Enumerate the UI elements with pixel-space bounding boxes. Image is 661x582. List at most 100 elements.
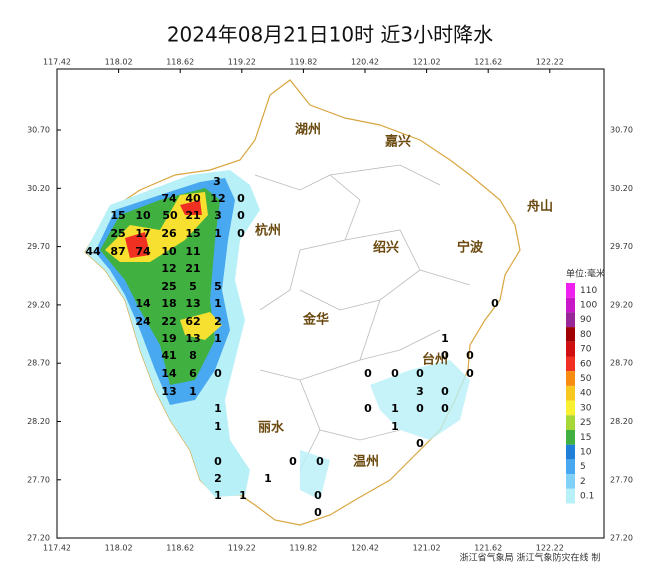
station-value: 2 [214, 315, 222, 328]
legend-label: 90 [580, 315, 592, 325]
station-value: 1 [391, 420, 399, 433]
station-value: 13 [185, 332, 200, 345]
lon-label: 120.42 [351, 544, 379, 553]
legend-label: 40 [580, 389, 592, 399]
station-value: 0 [214, 367, 222, 380]
station-value: 10 [135, 209, 151, 222]
station-value: 0 [491, 297, 499, 310]
legend-label: 70 [580, 345, 592, 355]
station-value: 41 [161, 349, 176, 362]
station-value: 44 [85, 245, 101, 258]
lat-label: 30.20 [27, 184, 50, 193]
station-value: 0 [314, 489, 322, 502]
station-value: 5 [214, 280, 222, 293]
legend-label: 80 [580, 330, 592, 340]
station-value: 21 [185, 209, 200, 222]
station-value: 1 [239, 489, 247, 502]
station-value: 0 [237, 209, 245, 222]
station-value: 0 [214, 455, 222, 468]
lat-label: 30.70 [610, 126, 633, 135]
station-value: 24 [135, 315, 151, 328]
lat-label: 27.20 [610, 534, 633, 543]
station-value: 1 [214, 227, 222, 240]
lat-label: 27.70 [610, 475, 633, 484]
legend-swatch [566, 371, 575, 386]
legend-swatch [566, 356, 575, 372]
lat-label: 28.70 [610, 359, 633, 368]
lon-label: 121.02 [413, 58, 441, 67]
station-value: 19 [161, 332, 176, 345]
station-value: 0 [466, 349, 474, 362]
station-value: 15 [185, 227, 200, 240]
lat-label: 28.20 [610, 417, 633, 426]
legend-label: 110 [580, 286, 597, 296]
station-value: 6 [189, 367, 197, 380]
station-value: 1 [441, 332, 449, 345]
station-value: 0 [441, 385, 449, 398]
station-value: 8 [189, 349, 197, 362]
legend-swatch [566, 297, 575, 313]
station-value: 12 [161, 262, 176, 275]
lat-label: 29.70 [610, 242, 633, 251]
legend-title: 单位:毫米 [566, 268, 605, 280]
station-value: 15 [110, 209, 125, 222]
station-value: 13 [161, 385, 176, 398]
station-value: 13 [185, 297, 200, 310]
station-value: 18 [161, 297, 176, 310]
legend-swatch [566, 312, 575, 328]
lon-label: 117.42 [43, 544, 71, 553]
legend-label: 5 [580, 462, 586, 472]
legend-label: 15 [580, 433, 591, 443]
province-border [84, 79, 521, 526]
lat-label: 30.70 [27, 126, 50, 135]
station-value: 14 [161, 367, 177, 380]
station-value: 1 [214, 402, 222, 415]
city-label: 舟山 [527, 199, 553, 215]
legend-swatch [566, 459, 575, 475]
legend: 单位:毫米 110 100 90 80 70 60 50 40 30 25 15 10 5 2 0.1 [566, 268, 605, 504]
station-value: 0 [466, 367, 474, 380]
rain-area-east [300, 360, 470, 500]
lat-label: 29.20 [27, 300, 50, 309]
station-value: 0 [289, 455, 297, 468]
legend-swatch [566, 400, 575, 416]
legend-label: 2 [580, 477, 586, 487]
title: 2024年08月21日10时 近3小时降水 [167, 23, 493, 47]
district-borders [254, 164, 471, 471]
legend-swatch [566, 415, 575, 430]
lon-label: 120.42 [351, 58, 379, 67]
credit: 浙江省气象局 浙江气象防灾在线 制 [460, 552, 601, 564]
lon-label: 118.62 [166, 544, 194, 553]
lon-label: 121.02 [413, 544, 441, 553]
lat-label: 30.20 [610, 184, 633, 193]
city-label: 绍兴 [373, 240, 399, 256]
lat-label: 29.70 [27, 242, 50, 251]
legend-label: 25 [580, 418, 591, 428]
station-value: 3 [214, 209, 222, 222]
lat-label: 28.70 [27, 359, 50, 368]
station-value: 3 [416, 385, 424, 398]
legend-swatch [566, 327, 575, 342]
city-label: 丽水 [258, 420, 285, 436]
station-value: 0 [237, 192, 245, 205]
station-value: 5 [189, 280, 197, 293]
lon-label: 121.62 [474, 544, 502, 553]
lat-label: 27.70 [27, 475, 50, 484]
city-label: 宁波 [457, 240, 484, 256]
legend-swatch [566, 283, 575, 298]
legend-swatch [566, 444, 575, 460]
station-value: 25 [161, 280, 176, 293]
station-value: 1 [214, 332, 222, 345]
lon-label: 118.02 [105, 544, 133, 553]
lon-label: 122.22 [536, 58, 564, 67]
city-label: 杭州 [255, 223, 281, 239]
lat-label: 29.20 [610, 300, 633, 309]
legend-label: 10 [580, 448, 592, 458]
station-value: 62 [185, 315, 200, 328]
legend-swatch [566, 430, 575, 445]
station-value: 2 [214, 472, 222, 485]
station-value: 0 [237, 227, 245, 240]
station-value: 3 [213, 175, 221, 188]
station-value: 0 [441, 402, 449, 415]
station-value: 0 [391, 367, 399, 380]
